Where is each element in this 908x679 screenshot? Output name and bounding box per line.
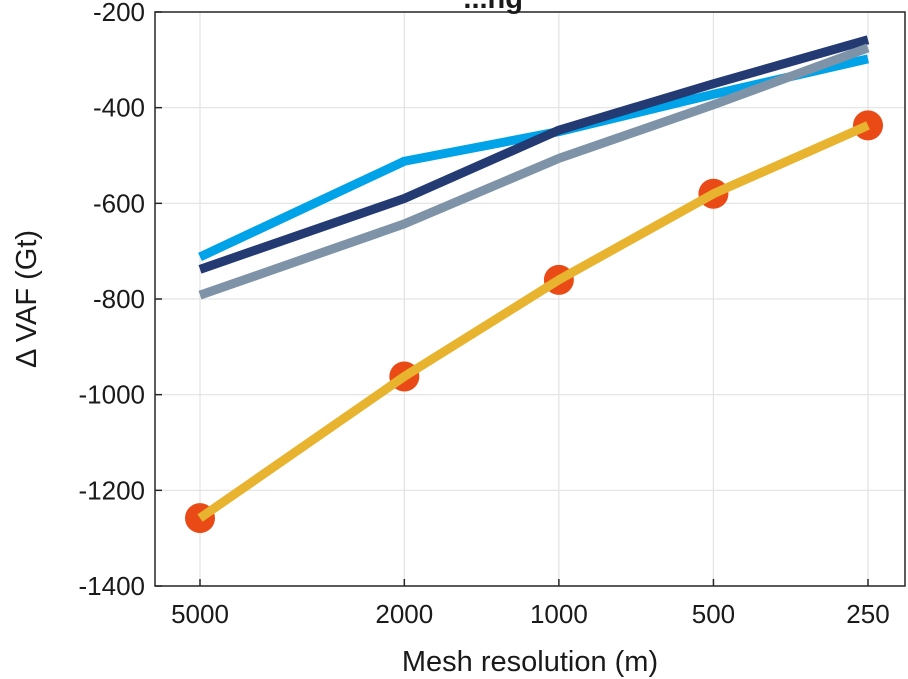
x-tick-label: 1000 (530, 599, 588, 629)
y-tick-label: -400 (93, 93, 145, 123)
chart-title: ...ng (463, 0, 523, 15)
x-tick-label: 500 (692, 599, 735, 629)
series-4-line (197, 121, 870, 522)
x-axis-label: Mesh resolution (m) (402, 646, 658, 678)
y-axis-label: Δ VAF (Gt) (11, 230, 43, 368)
y-tick-label: -800 (93, 284, 145, 314)
y-tick-label: -1400 (79, 571, 146, 601)
tick-labels: -200 -400 -600 -800 -1000 -1200 -1400 5000 2000 1… (79, 0, 890, 629)
x-tick-label: 5000 (171, 599, 229, 629)
x-tick-label: 250 (846, 599, 889, 629)
y-tick-label: -1200 (79, 475, 146, 505)
y-tick-label: -600 (93, 188, 145, 218)
y-tick-label: -1000 (79, 380, 146, 410)
series-3-line (198, 43, 870, 300)
series-layer (185, 35, 883, 534)
x-tick-label: 2000 (375, 599, 433, 629)
series-2-line (198, 35, 870, 274)
y-tick-label: -200 (93, 0, 145, 27)
